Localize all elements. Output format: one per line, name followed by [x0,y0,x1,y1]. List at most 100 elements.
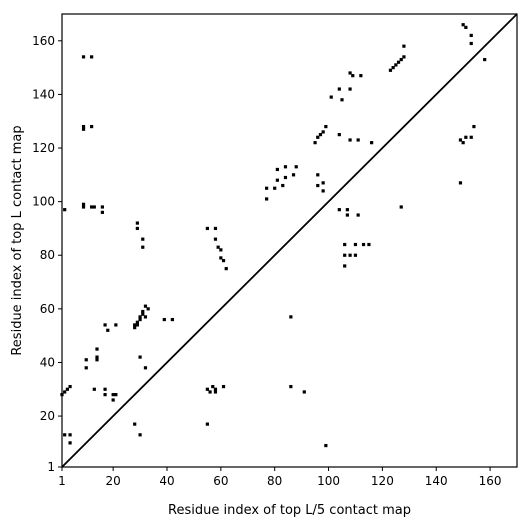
contact-point [63,208,67,212]
contact-point [469,41,473,46]
contact-point [275,167,279,172]
contact-point [221,259,226,263]
contact-point [213,387,218,391]
contact-point [388,68,393,72]
contact-point [162,317,166,322]
contact-point [340,98,344,102]
contact-point [324,443,328,448]
contact-point [399,205,403,209]
contact-point [391,66,395,70]
contact-point [135,323,139,327]
contact-point [205,387,209,391]
x-tick-label: 20 [106,474,121,488]
contact-point [138,433,142,437]
contact-point [81,55,86,59]
y-tick-label: 80 [40,248,55,262]
contact-point [321,181,325,185]
contact-point [324,124,328,129]
contact-point [81,124,86,129]
contact-point [213,237,218,241]
diagonal-line [61,13,518,468]
contact-point [472,124,476,129]
contact-point [464,25,468,29]
contact-point [138,355,142,359]
contact-point [103,393,107,397]
y-tick-label: 40 [40,355,55,369]
contact-point [90,55,94,59]
contact-point [348,71,352,75]
contact-point [348,87,352,91]
contact-point [138,317,142,322]
contact-point [316,173,320,177]
contact-point [111,398,115,402]
contact-point [205,422,209,426]
contact-point [348,253,352,257]
y-tick-label: 100 [32,195,55,209]
contact-point [458,181,463,185]
contact-point [289,384,293,389]
contact-point [141,237,145,241]
contact-point [219,256,223,260]
contact-point [370,141,374,145]
y-tick-label: 60 [40,302,55,316]
contact-point [63,433,67,437]
x-tick-label: 160 [479,474,502,488]
contact-point [114,393,118,397]
contact-point [92,205,96,209]
contact-point [273,186,277,190]
contact-point [95,347,99,351]
contact-point [265,186,269,190]
contact-point [469,33,473,38]
contact-point [343,242,347,247]
contact-point [265,197,269,201]
contact-point [208,390,212,394]
contact-point [68,441,72,445]
diagonal-line-layer [61,13,518,468]
contact-point [316,183,320,188]
contact-point [343,264,347,268]
contact-point [81,205,86,209]
contact-point [95,355,99,359]
x-tick-label: 120 [371,474,394,488]
contact-point [146,307,150,311]
contact-point [294,165,298,169]
contact-point [141,312,145,316]
contact-point [138,315,142,319]
contact-point [337,133,341,137]
contact-point [133,323,137,327]
contact-point [318,133,323,137]
contact-point [356,138,360,142]
contact-point [394,63,398,67]
contact-point [103,387,107,391]
contact-point [396,60,401,64]
plot-frame [61,13,518,468]
x-axis-ticks: 1 20 40 60 80 100 120 140 160 [58,467,502,488]
contact-point [275,178,279,182]
contact-point [111,393,115,397]
contact-point [133,422,137,426]
contact-point [143,366,148,370]
contact-point [353,253,358,257]
contact-point [343,253,347,257]
contact-point [351,74,355,78]
contact-point [90,205,94,209]
contact-point [367,242,371,247]
contact-point [95,358,99,362]
x-tick-label: 80 [267,474,282,488]
contact-point [348,138,352,142]
x-tick-label: 100 [317,474,340,488]
contact-point [68,433,72,437]
x-tick-label: 1 [58,474,66,488]
contact-point [291,173,296,177]
contact-point [321,130,325,134]
contact-point [170,317,174,322]
contact-point [361,242,366,247]
contact-point [329,95,333,99]
contact-point [100,205,104,209]
contact-point [81,202,86,206]
x-tick-label: 60 [213,474,228,488]
contact-point [211,384,215,389]
y-tick-label: 20 [40,409,55,423]
contact-point [402,44,406,48]
